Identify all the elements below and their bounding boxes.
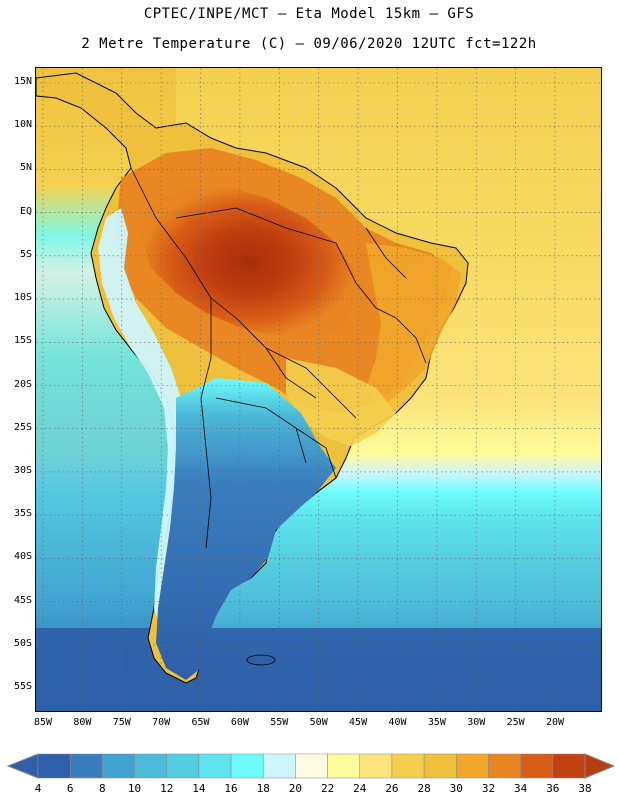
lat-label: 5S	[19, 248, 32, 260]
colorbar-swatch	[69, 753, 103, 779]
lat-label: 35S	[13, 508, 32, 520]
lat-label: 5N	[19, 162, 32, 174]
lon-label: 40W	[388, 717, 407, 728]
colorbar-label: 20	[288, 782, 303, 795]
falkland-islands	[246, 654, 276, 666]
colorbar-label: 16	[224, 782, 238, 795]
colorbar-label: 34	[514, 782, 528, 795]
colorbar-label: 12	[160, 782, 174, 795]
temperature-map	[35, 67, 602, 712]
country-borders	[130, 167, 427, 549]
lon-label: 85W	[33, 717, 53, 728]
hot-core	[141, 186, 356, 338]
lon-label: 55W	[270, 717, 289, 728]
colorbar-swatch	[552, 753, 586, 779]
lat-label: EQ	[19, 205, 32, 217]
southern-cone-cold	[156, 378, 336, 680]
colorbar-swatch	[359, 753, 393, 779]
lon-label: 50W	[309, 717, 328, 728]
colorbar-label: 26	[385, 782, 399, 795]
colorbar-label: 28	[417, 782, 431, 795]
lon-label: 80W	[73, 717, 92, 728]
colorbar-under-arrow	[6, 753, 39, 779]
lat-label: 10N	[13, 119, 32, 131]
lat-label: 30S	[13, 464, 32, 476]
colorbar-swatch	[391, 753, 425, 779]
colorbar-swatch	[456, 753, 489, 779]
colorbar-swatch	[295, 753, 328, 779]
colorbar-label: 38	[578, 782, 592, 795]
colorbar-label: 18	[256, 782, 270, 795]
lon-label: 70W	[152, 717, 171, 728]
colorbar-swatch	[37, 753, 71, 779]
lat-label: 10S	[13, 292, 32, 304]
colorbar-swatch	[102, 753, 135, 779]
colorbar-label: 36	[546, 782, 560, 795]
colorbar-label: 4	[34, 782, 42, 795]
graticule	[36, 68, 601, 711]
colorbar-swatch	[230, 753, 264, 779]
colorbar-swatch	[198, 753, 232, 779]
colorbar-swatch	[423, 753, 457, 779]
colorbar-label: 14	[192, 782, 206, 795]
lon-label: 45W	[349, 717, 368, 728]
colorbar-label: 24	[353, 782, 367, 795]
lon-label: 30W	[467, 717, 486, 728]
lat-label: 25S	[13, 421, 32, 433]
southeast-moderate	[286, 358, 396, 446]
lon-label: 60W	[230, 717, 249, 728]
lon-label: 75W	[112, 717, 131, 728]
lat-label: 15N	[13, 76, 32, 87]
colorbar-label: 22	[320, 782, 335, 795]
colorbar-label: 8	[99, 782, 106, 795]
lat-label: 20S	[13, 378, 32, 390]
colorbar-swatch	[327, 753, 361, 779]
colorbar-swatch	[262, 753, 296, 779]
lat-label: 55S	[13, 681, 32, 692]
colorbar-label: 10	[127, 782, 142, 795]
lon-label: 35W	[427, 717, 446, 728]
colorbar	[6, 753, 616, 779]
lon-label: 20W	[545, 717, 565, 728]
lat-label: 50S	[13, 637, 32, 649]
northeast-moderate	[366, 243, 461, 403]
lat-label: 40S	[13, 551, 32, 563]
colorbar-swatch	[134, 753, 167, 779]
southern-ocean-band	[36, 628, 601, 711]
title-line-2: 2 Metre Temperature (C) – 09/06/2020 12U…	[81, 36, 537, 52]
lon-label: 25W	[506, 717, 525, 728]
lon-label: 65W	[191, 717, 210, 728]
lat-label: 15S	[13, 335, 32, 347]
colorbar-swatch	[488, 753, 521, 779]
colorbar-label: 30	[449, 782, 463, 795]
colorbar-label: 6	[66, 782, 74, 795]
colorbar-label: 32	[481, 782, 496, 795]
title-line-1: CPTEC/INPE/MCT – Eta Model 15km – GFS	[143, 6, 475, 22]
colorbar-swatch	[166, 753, 200, 779]
lat-label: 45S	[13, 594, 32, 606]
andes-cold	[98, 208, 184, 628]
colorbar-over-arrow	[584, 753, 616, 779]
colorbar-swatch	[520, 753, 554, 779]
